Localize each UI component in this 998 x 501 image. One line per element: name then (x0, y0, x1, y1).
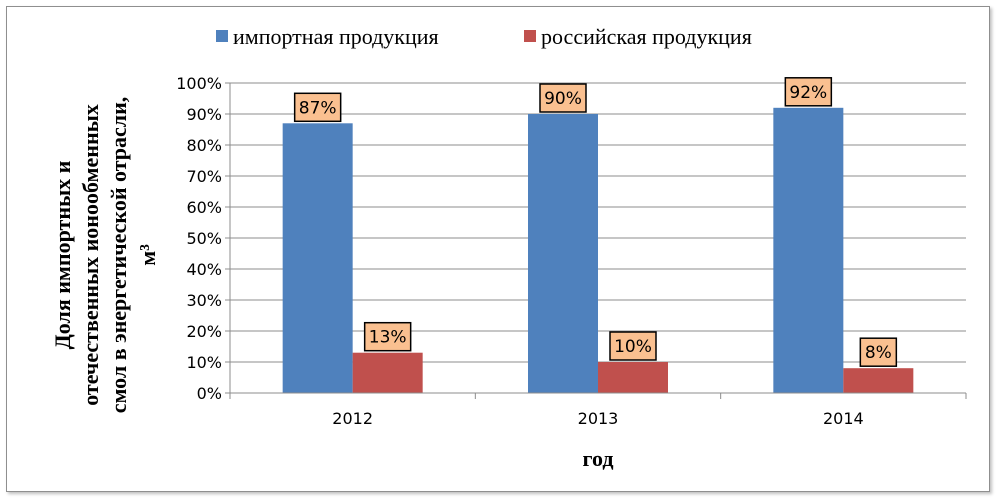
bar (352, 352, 423, 393)
data-label-box (293, 92, 342, 123)
data-label: 8% (865, 343, 892, 363)
data-label: 10% (614, 337, 652, 357)
data-label-box (859, 337, 898, 367)
y-tick-label: 80% (186, 136, 222, 155)
data-label: 90% (544, 89, 582, 109)
data-label-box (784, 77, 833, 107)
legend-label-import: импортная продукция (233, 24, 439, 49)
data-label: 87% (299, 98, 337, 118)
y-axis-title-line-3: смол в энергетической отрасли, (106, 97, 131, 414)
y-tick-label: 10% (186, 353, 222, 372)
data-labels: 87% 13% 90% 10% 92% 8% (293, 77, 898, 367)
data-label-box (539, 83, 587, 113)
legend-swatch-russian (524, 30, 536, 42)
y-tick-label: 30% (186, 291, 222, 310)
y-tick-label: 50% (186, 229, 222, 248)
x-axis-tick-labels: 2012 2013 2014 (332, 409, 863, 428)
data-label-box (363, 321, 412, 352)
y-axis-tick-labels: 0% 10% 20% 30% 40% 50% 60% 70% 80% 90% 100% (176, 74, 222, 403)
y-axis-title-line-4: м³ (135, 244, 160, 266)
x-tick-label: 2014 (823, 409, 864, 428)
legend-swatch-import (216, 30, 228, 42)
data-label-box (609, 331, 657, 361)
bars (282, 107, 914, 394)
y-tick-label: 20% (186, 322, 222, 341)
y-tick-label: 40% (186, 260, 222, 279)
bar (598, 362, 668, 393)
axes (229, 83, 967, 399)
bar (843, 368, 914, 393)
bar (528, 114, 598, 393)
bar (773, 107, 844, 394)
y-axis-title-line-1: Доля импортных и (50, 160, 75, 349)
y-tick-label: 100% (176, 74, 222, 93)
y-tick-label: 0% (197, 384, 222, 403)
y-tick-label: 70% (186, 167, 222, 186)
y-axis-title-line-2: отечественных ионообменных (78, 104, 103, 406)
data-label: 92% (789, 83, 827, 103)
bar (282, 123, 353, 394)
legend: импортная продукция российская продукция (216, 24, 752, 49)
x-axis-title: год (583, 446, 614, 471)
data-label: 13% (369, 328, 407, 348)
y-tick-label: 60% (186, 198, 222, 217)
y-tick-label: 90% (186, 105, 222, 124)
x-tick-label: 2012 (332, 409, 373, 428)
y-axis-title: Доля импортных и отечественных ионообмен… (50, 97, 160, 414)
x-tick-label: 2013 (578, 409, 619, 428)
legend-label-russian: российская продукция (541, 24, 752, 49)
